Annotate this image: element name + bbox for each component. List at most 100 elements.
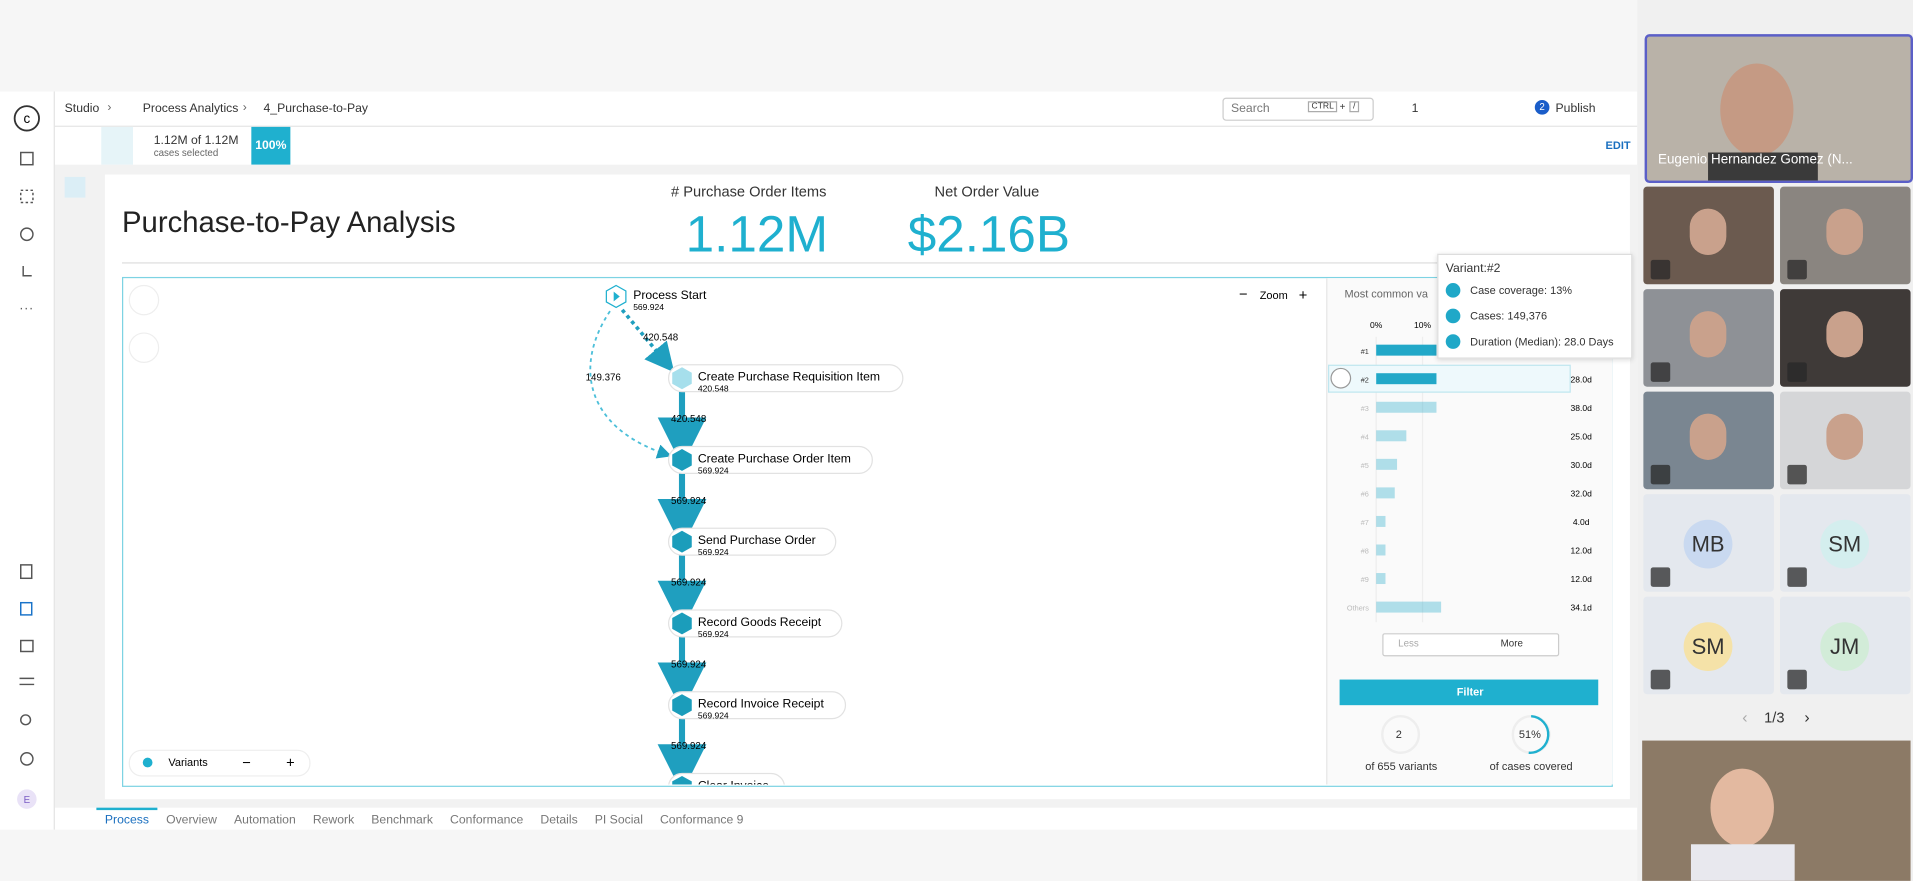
shortcut-plus: + (1339, 101, 1346, 113)
node-pill[interactable] (667, 445, 873, 474)
filter-button[interactable] (1339, 679, 1599, 706)
shortcut-key: / (1349, 101, 1360, 113)
mute-icon (1650, 669, 1671, 690)
tab[interactable]: PI Social (594, 813, 643, 828)
nav-icon[interactable] (20, 151, 34, 166)
bar (1376, 601, 1442, 613)
cases-caption: cases selected (153, 147, 219, 159)
dashboard-title: Purchase-to-Pay Analysis (122, 206, 456, 240)
initials-avatar: SM (1820, 519, 1870, 569)
mute-icon (1787, 567, 1807, 587)
speaker-figure (1708, 63, 1818, 181)
variants-plus[interactable]: + (286, 755, 295, 771)
edit-button[interactable]: EDIT (1605, 139, 1631, 152)
node-label: Record Invoice Receipt (698, 697, 825, 711)
tooltip (1437, 253, 1633, 359)
node-count: 569.924 (698, 629, 729, 639)
row-label: #9 (1361, 575, 1369, 584)
nav-icon[interactable] (22, 265, 32, 277)
tab[interactable]: Automation (234, 813, 296, 828)
map-tool[interactable] (128, 284, 160, 316)
nav-icon[interactable] (20, 601, 33, 616)
tab[interactable]: Overview (166, 813, 217, 828)
nav-icon[interactable] (20, 752, 34, 766)
tooltip-line: Case coverage: 13% (1470, 284, 1573, 297)
nav-icon[interactable] (20, 227, 34, 242)
node-pill[interactable] (667, 691, 847, 720)
nav-icon[interactable] (20, 189, 34, 204)
kpi-value: 1.12M (685, 204, 829, 263)
data-count[interactable]: 1 (1411, 102, 1419, 116)
node-pill[interactable] (667, 364, 904, 393)
node-pill[interactable] (667, 609, 843, 638)
node-label: Process Start (633, 288, 707, 302)
logo[interactable] (13, 105, 40, 132)
nav-icon[interactable] (20, 564, 33, 580)
row-label: #8 (1361, 547, 1369, 556)
bar (1376, 458, 1398, 470)
duration-label: 25.0d (1570, 431, 1592, 441)
pager-next[interactable]: › (1804, 707, 1810, 726)
kpi-label: Net Order Value (934, 183, 1040, 201)
variants-label: Variants (168, 757, 208, 769)
pager-prev[interactable]: ‹ (1742, 707, 1748, 726)
variants-minus[interactable]: − (242, 755, 251, 771)
nav-icon[interactable] (19, 677, 35, 686)
tab[interactable]: Benchmark (371, 813, 433, 828)
x-tick-label: 10% (1414, 320, 1431, 330)
row-label: #2 (1361, 375, 1369, 384)
variants-control (128, 749, 311, 777)
less-button[interactable]: Less (1398, 638, 1419, 650)
breadcrumb[interactable]: Studio (64, 102, 100, 116)
row-label: #6 (1361, 490, 1369, 499)
breadcrumb-sep: › (242, 101, 247, 115)
user-avatar[interactable] (17, 789, 37, 809)
map-tool[interactable] (128, 332, 160, 363)
stat-caption: of cases covered (1489, 760, 1573, 773)
edge-label: 149.376 (586, 373, 621, 384)
sheet-icon[interactable] (64, 176, 86, 198)
duration-label: 4.0d (1573, 517, 1590, 527)
zoom-out[interactable]: − (1239, 287, 1248, 303)
edge-label: 569.924 (671, 578, 707, 589)
search-box[interactable] (1222, 97, 1374, 121)
nav-icon[interactable] (20, 714, 32, 726)
tab[interactable]: Rework (312, 813, 355, 828)
filter-label: Filter (1456, 685, 1484, 698)
breadcrumb-sep: › (107, 101, 112, 115)
bar (1376, 401, 1437, 413)
node-label: Clear Invoice (698, 778, 769, 792)
edge-label: 569.924 (671, 496, 707, 507)
duration-label: 38.0d (1570, 403, 1592, 413)
tooltip-line: Cases: 149,376 (1470, 309, 1548, 323)
node-pill[interactable] (667, 527, 837, 556)
breadcrumb[interactable]: 4_Purchase-to-Pay (263, 102, 368, 116)
node-count: 569.924 (698, 465, 729, 475)
tab[interactable]: Conformance (450, 813, 524, 828)
variants-icon (142, 757, 153, 768)
tab[interactable]: Process (96, 807, 158, 831)
node-hex (672, 448, 692, 471)
duration-label: 12.0d (1570, 546, 1592, 556)
paging-bar (1382, 633, 1560, 657)
tooltip-dot (1445, 308, 1461, 324)
left-nav: c E (0, 91, 55, 830)
zoom-in[interactable]: + (1299, 288, 1308, 304)
bar (1376, 373, 1437, 385)
nav-icon[interactable] (20, 639, 34, 653)
breadcrumb[interactable]: Process Analytics (142, 102, 239, 116)
participant-figure (1689, 311, 1727, 358)
node-hex (672, 367, 692, 390)
tab[interactable]: Conformance 9 (659, 813, 744, 828)
edge-label: 569.924 (671, 659, 707, 670)
duration-label: 30.0d (1570, 460, 1592, 470)
tab[interactable]: Details (540, 813, 578, 828)
edge-line (589, 310, 672, 459)
row-label: #1 (1361, 347, 1369, 356)
menu-button[interactable] (101, 126, 133, 165)
node-pill[interactable] (668, 772, 785, 800)
cases-selected: 1.12M of 1.12M (153, 134, 239, 148)
publish-button[interactable]: Publish (1555, 102, 1596, 116)
more-button[interactable]: More (1500, 638, 1523, 650)
